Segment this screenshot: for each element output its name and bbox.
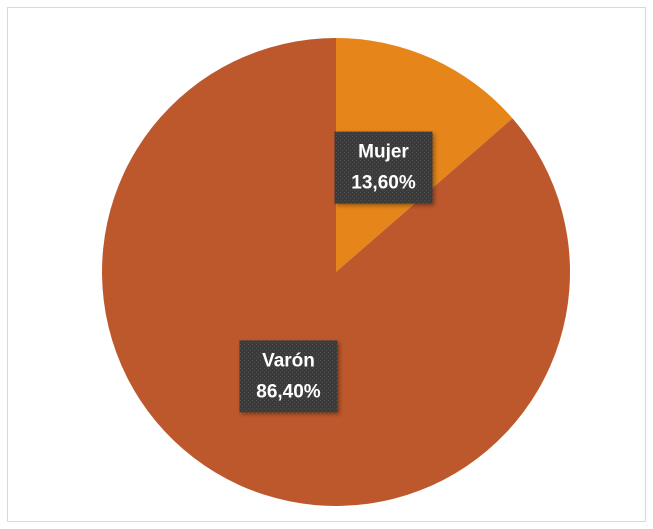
label-box: [334, 131, 433, 204]
slice-category-label: Varón: [262, 350, 315, 371]
slice-value-label: 13,60%: [351, 173, 416, 194]
label-box: [239, 340, 338, 413]
slice-category-label: Mujer: [358, 142, 409, 163]
slice-value-label: 86,40%: [256, 381, 321, 402]
pie: [101, 38, 571, 506]
pie-slice: [101, 38, 571, 506]
data-labels: Mujer 13,60% Varón 86,40%: [239, 131, 433, 413]
